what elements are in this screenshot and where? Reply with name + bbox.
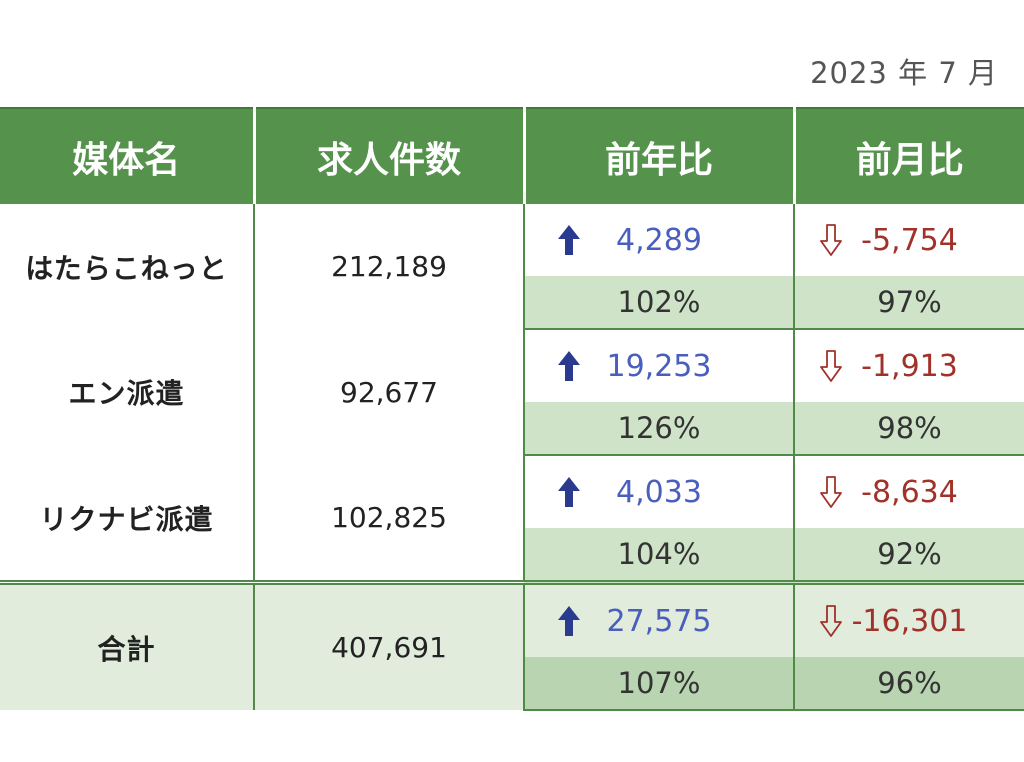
total-row-pct: 107% 96% [0, 657, 1024, 711]
yoy-diff: 4,033 [616, 474, 702, 510]
mom-diff-cell: -5,754 [794, 204, 1024, 276]
media-name: リクナビ派遣 [0, 455, 255, 583]
header-media: 媒体名 [0, 107, 256, 204]
arrow-down-outline-icon [820, 224, 842, 256]
table-row: リクナビ派遣 102,825 4,033 -8,634 [0, 455, 1024, 583]
yoy-diff-cell: 19,253 [524, 329, 795, 402]
header-mom: 前月比 [794, 107, 1024, 204]
table-row-pct: 104% 92% [0, 528, 1024, 584]
header-row: 媒体名 求人件数 前年比 前月比 [0, 107, 1024, 204]
yoy-pct: 104% [524, 528, 795, 584]
total-yoy-diff: 27,575 [606, 603, 712, 639]
mom-pct: 92% [794, 528, 1024, 584]
table-row: エン派遣 92,677 19,253 -1,913 [0, 329, 1024, 455]
header-count: 求人件数 [254, 107, 526, 204]
table-row: はたらこねっと 212,189 4,289 -5,754 [0, 204, 1024, 329]
total-mom-diff: -16,301 [851, 603, 968, 639]
yoy-diff-cell: 4,289 [524, 204, 795, 276]
report-date: 2023 年 7 月 [810, 56, 998, 90]
mom-diff-cell: -1,913 [794, 329, 1024, 402]
yoy-pct: 126% [524, 402, 795, 456]
yoy-diff: 19,253 [606, 348, 712, 384]
total-row: 合計 407,691 27,575 -16,301 [0, 580, 1024, 710]
header-yoy: 前年比 [524, 107, 796, 204]
table-row-pct: 102% 97% [0, 276, 1024, 330]
yoy-pct: 102% [524, 276, 795, 330]
yoy-diff: 4,289 [616, 222, 702, 258]
arrow-up-icon [558, 225, 580, 255]
job-listing-table: 媒体名 求人件数 前年比 前月比 はたらこねっと 212,189 4,289 -… [0, 107, 1024, 711]
arrow-down-outline-icon [820, 350, 842, 382]
arrow-down-outline-icon [820, 476, 842, 508]
media-name: はたらこねっと [0, 204, 255, 329]
total-mom-pct: 96% [794, 657, 1024, 711]
mom-pct: 97% [794, 276, 1024, 330]
arrow-up-icon [558, 351, 580, 381]
mom-diff: -1,913 [861, 348, 958, 384]
total-label: 合計 [0, 580, 255, 710]
arrow-up-icon [558, 477, 580, 507]
yoy-diff-cell: 4,033 [524, 455, 795, 528]
total-mom-diff-cell: -16,301 [794, 580, 1024, 657]
arrow-down-outline-icon [820, 605, 842, 637]
mom-diff: -8,634 [861, 474, 958, 510]
mom-diff-cell: -8,634 [794, 455, 1024, 528]
arrow-up-icon [558, 606, 580, 636]
media-name: エン派遣 [0, 329, 255, 455]
total-count: 407,691 [254, 580, 525, 710]
job-count: 102,825 [254, 455, 525, 583]
job-count: 212,189 [254, 204, 525, 329]
total-yoy-diff-cell: 27,575 [524, 580, 795, 657]
mom-pct: 98% [794, 402, 1024, 456]
job-count: 92,677 [254, 329, 525, 455]
table-row-pct: 126% 98% [0, 402, 1024, 456]
mom-diff: -5,754 [861, 222, 958, 258]
total-yoy-pct: 107% [524, 657, 795, 711]
